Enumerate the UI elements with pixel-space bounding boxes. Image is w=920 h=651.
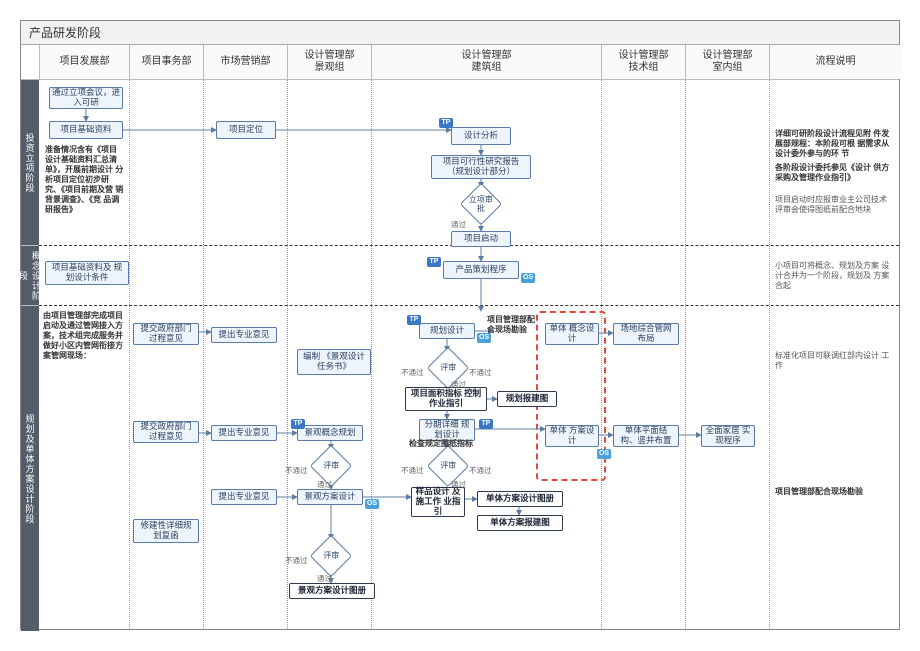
col-head-3: 设计管理部 景观组 — [287, 45, 371, 79]
col-divider — [287, 79, 288, 629]
node-b12: 单体 概念设计 — [545, 323, 599, 345]
inline-note-3: 检查规定图纸指标 — [409, 439, 489, 449]
col-head-6: 设计管理部 室内组 — [685, 45, 769, 79]
col-divider — [769, 79, 770, 629]
node-b16: 编制 《景观设计任务书》 — [297, 349, 371, 375]
node-b4: 设计分析 — [451, 127, 511, 145]
node-b8: 项目基础资料及 规划设计条件 — [45, 261, 129, 285]
inline-note-0: 准备情况含有《项目 设计基础资料汇总清 单》，开展前期设计 分析项目定位初步研 … — [45, 145, 125, 215]
edge-label-2: 不通过 — [469, 367, 492, 378]
diagram-title: 产品研发阶段 — [21, 21, 899, 45]
col-divider — [685, 79, 686, 629]
node-b24: 提出专业意见 — [211, 489, 277, 505]
side-note-1: 各阶段设计委托参见《设计 供方采购及管理作业指引》 — [775, 163, 895, 183]
node-b15: 规划报建图 — [497, 391, 557, 407]
row-divider — [39, 305, 899, 306]
edge-label-9: 通过 — [317, 573, 332, 584]
edge-label-4: 不通过 — [401, 465, 424, 476]
node-b28: 单体方案报建图 — [477, 515, 563, 531]
edge-label-0: 通过 — [451, 219, 466, 230]
row-head-1: 概念设计阶段 — [21, 245, 39, 305]
node-d1: 立项审批 — [460, 183, 502, 225]
node-b26: 样品设计 及施工作 业指引 — [411, 487, 465, 517]
node-b27: 单体方案设计图册 — [477, 491, 563, 507]
node-b22: 单体平面结 构、竖井布置 — [613, 425, 679, 447]
node-b17: 提交政府部门 过程意见 — [133, 421, 199, 443]
side-note-5: 项目管理部配合现场勘验 — [775, 487, 897, 497]
col-divider — [129, 79, 130, 629]
badge-tp: TP — [407, 315, 421, 325]
row-head-2: 规划及单体方案设计阶段 — [21, 305, 39, 631]
node-b19: 景观概念规划 — [297, 425, 363, 441]
badge-tp: TP — [439, 118, 453, 128]
badge-os: OS — [477, 333, 491, 343]
badge-tp: TP — [479, 419, 493, 429]
node-b14: 项目面积指标 控制作业指引 — [405, 387, 487, 411]
swimlane-diagram: 产品研发阶段 项目发展部项目事务部市场营销部设计管理部 景观组设计管理部 建筑组… — [20, 20, 900, 630]
node-b7: 产品策划程序 — [443, 261, 519, 279]
col-divider — [371, 79, 372, 629]
inline-note-2: 项目管理部配 合现场勘验 — [487, 315, 543, 335]
node-b11: 规划设计 — [419, 323, 475, 339]
badge-os: OS — [365, 499, 379, 509]
node-b23: 全面家居 实现程序 — [701, 425, 755, 447]
node-b3: 项目定位 — [216, 121, 276, 139]
node-b21: 单体 方案设计 — [545, 425, 599, 447]
node-b6: 项目启动 — [451, 231, 511, 247]
edge-label-1: 不通过 — [401, 367, 424, 378]
edge-label-7: 不通过 — [285, 465, 308, 476]
side-note-4: 标准化项目可联调红部内设计 工作 — [775, 351, 897, 371]
side-note-0: 详细可研阶段设计流程见附 件发展部规程：本阶段可根 据需求从设计委外参与的环 节 — [775, 129, 895, 159]
badge-tp: TP — [427, 257, 441, 267]
node-b29: 修建性详细规 划复函 — [133, 519, 199, 543]
node-b25: 景观方案设计 — [297, 489, 363, 505]
col-head-2: 市场营销部 — [203, 45, 287, 79]
badge-os: OS — [597, 449, 611, 459]
node-b9: 提交政府部门 过程意见 — [133, 323, 199, 345]
node-b1: 通过立项会议，进入可研 — [49, 87, 123, 109]
side-note-2: 项目启动时应报审业主公司技术 评审会使得图纸前配合地块 — [775, 195, 897, 215]
badge-tp: TP — [291, 419, 305, 429]
badge-os: OS — [521, 273, 535, 283]
node-b30: 景观方案设计图册 — [289, 583, 375, 599]
node-b13: 场地综合管网 布局 — [613, 323, 679, 345]
edge-label-8: 通过 — [451, 479, 466, 490]
node-b10: 提出专业意见 — [211, 327, 277, 343]
col-head-5: 设计管理部 技术组 — [601, 45, 685, 79]
node-b18: 提出专业意见 — [211, 425, 277, 441]
edge-label-10: 不通过 — [285, 555, 308, 566]
edge-label-3: 通过 — [451, 379, 466, 390]
node-b5: 项目可行性研究报告 （规划设计部分） — [431, 155, 531, 179]
node-b2: 项目基础资料 — [49, 121, 123, 139]
row-head-0: 投资立项阶段 — [21, 79, 39, 245]
col-head-1: 项目事务部 — [129, 45, 203, 79]
node-d5: 评审 — [310, 535, 352, 577]
edge-label-6: 通过 — [317, 479, 332, 490]
col-head-0: 项目发展部 — [39, 45, 129, 79]
inline-note-1: 由项目管理部完成项目 启动及通过管网接入方 案，技术组完成服务并 做好小区内管网… — [43, 311, 129, 361]
header-divider — [21, 79, 899, 80]
col-head-7: 流程说明 — [769, 45, 901, 79]
edge-label-5: 不通过 — [469, 465, 492, 476]
side-note-3: 小项目可将概念、规划及方案 设计合并为一个阶段，规划及 方案合起 — [775, 261, 897, 291]
col-head-4: 设计管理部 建筑组 — [371, 45, 601, 79]
node-b20: 分期详细 规划设计 — [419, 419, 475, 441]
col-divider — [203, 79, 204, 629]
